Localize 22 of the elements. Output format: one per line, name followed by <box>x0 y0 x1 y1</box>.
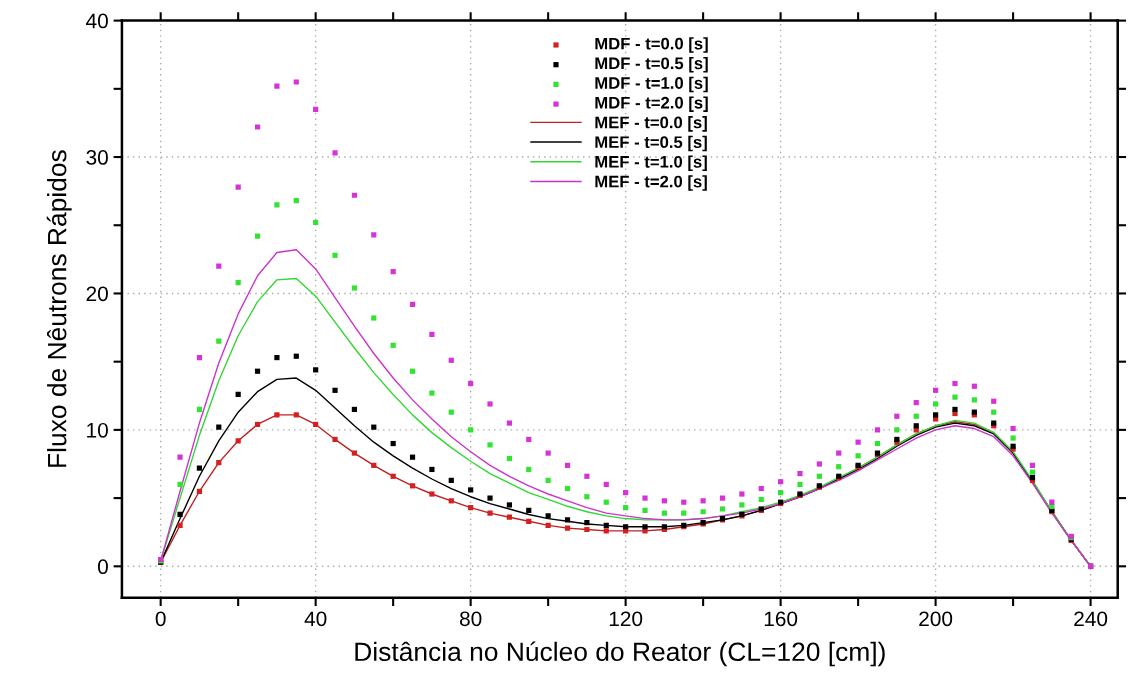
y-tick-label: 0 <box>97 559 108 575</box>
x-tick-label: 40 <box>304 611 327 627</box>
x-tick-label: 160 <box>764 611 798 627</box>
x-tick-label: 120 <box>609 611 643 627</box>
y-axis-title: Fluxo de Nêutrons Rápidos <box>46 150 72 467</box>
x-tick-label: 80 <box>459 611 482 627</box>
y-tick-label: 20 <box>86 286 108 302</box>
legend-label: MEF - t=0.5 [s] <box>595 135 707 152</box>
y-tick-label: 30 <box>86 150 108 165</box>
x-tick-label: 0 <box>155 611 166 627</box>
legend-label: MEF - t=1.0 [s] <box>595 155 707 172</box>
legend-label: MDF - t=1.0 [s] <box>595 76 708 93</box>
legend-label: MDF - t=2.0 [s] <box>595 96 708 112</box>
legend-label: MEF - t=2.0 [s] <box>595 175 707 191</box>
legend-label: MDF - t=0.0 [s] <box>595 37 708 53</box>
legend-label: MEF - t=0.0 [s] <box>595 116 707 132</box>
x-tick-label: 240 <box>1074 611 1108 627</box>
y-tick-label: 10 <box>87 422 108 438</box>
x-tick-label: 200 <box>919 611 953 627</box>
y-tick-label: 40 <box>86 13 108 29</box>
x-axis-title: Distância no Núcleo do Reator (CL=120 [cm]) <box>355 641 885 667</box>
legend-label: MDF - t=0.5 [s] <box>595 56 708 73</box>
